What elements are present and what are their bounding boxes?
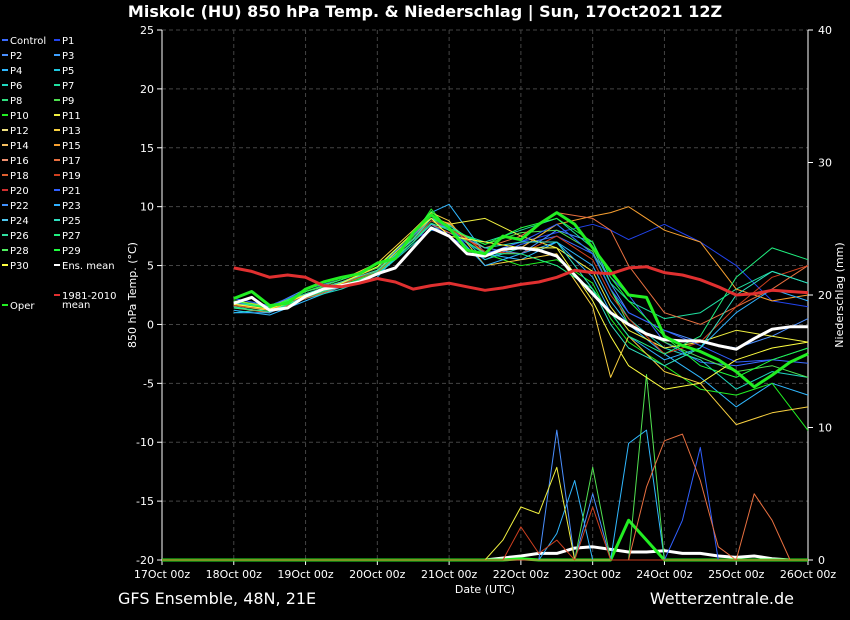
precip-line [162, 545, 808, 562]
series-line [233, 226, 808, 351]
legend-label: Control [10, 36, 46, 47]
precip-line [162, 446, 808, 561]
y-tick-label: -15 [136, 495, 154, 508]
y-tick-label: 0 [147, 318, 154, 331]
chart-title: Miskolc (HU) 850 hPa Temp. & Niederschla… [127, 2, 723, 21]
legend-label: P1 [62, 36, 74, 47]
precip-line [162, 429, 808, 561]
y2-tick-label: 10 [818, 422, 832, 435]
x-tick-label: 24Oct 00z [636, 568, 693, 581]
y2-axis-label: Niederschlag (mm) [833, 242, 846, 347]
y-tick-label: 5 [147, 260, 154, 273]
x-tick-label: 21Oct 00z [421, 568, 478, 581]
legend-label: P27 [62, 231, 81, 242]
legend-label: P15 [62, 141, 81, 152]
legend-label: P29 [62, 246, 81, 257]
legend-label: P22 [10, 201, 29, 212]
legend-label: P19 [62, 171, 81, 182]
precip-series [162, 374, 808, 562]
y2-tick-label: 30 [818, 157, 832, 170]
legend-label: P5 [62, 66, 74, 77]
grid-lines [161, 29, 809, 561]
x-tick-label: 18Oct 00z [206, 568, 263, 581]
legend-label: P2 [10, 51, 22, 62]
legend-label: P25 [62, 216, 81, 227]
series-line [233, 217, 809, 367]
legend: Control P1 P2 P3 P4 P5 P6 P7 P8 P9 P10 P11 P12 P13 P14… [2, 36, 117, 312]
legend-label: P14 [10, 141, 29, 152]
series-line [233, 210, 809, 378]
x-axis-label: Date (UTC) [455, 583, 515, 596]
legend-label: P6 [10, 81, 22, 92]
precip-line [162, 429, 808, 561]
legend-label: 1981-2010 [62, 291, 117, 302]
legend-label: P20 [10, 186, 29, 197]
legend-label: P11 [62, 111, 81, 122]
legend-label: P7 [62, 81, 74, 92]
legend-label: P30 [10, 261, 29, 272]
legend-label: P4 [10, 66, 22, 77]
legend-label: P24 [10, 216, 29, 227]
x-tick-label: 22Oct 00z [493, 568, 550, 581]
legend-label: P17 [62, 156, 81, 167]
y2-tick-label: 40 [818, 24, 832, 37]
temp-series [233, 203, 809, 431]
legend-label: P28 [10, 246, 29, 257]
legend-label: P8 [10, 96, 22, 107]
legend-label: P23 [62, 201, 81, 212]
y-tick-label: -5 [143, 377, 154, 390]
source-label: Wetterzentrale.de [649, 589, 794, 608]
series-line [233, 211, 809, 389]
precip-line [162, 506, 808, 561]
x-tick-label: 26Oct 00z [780, 568, 837, 581]
legend-label: P10 [10, 111, 29, 122]
y-tick-label: 20 [140, 83, 154, 96]
x-tick-label: 23Oct 00z [565, 568, 622, 581]
axes [157, 29, 813, 565]
precip-line [162, 433, 808, 561]
legend-label: P13 [62, 126, 81, 137]
y-axis-label: 850 hPa Temp. (°C) [126, 242, 139, 348]
axis-labels: -20 -15 -10 -5 0 5 10 15 20 25 17Oct 00z 18Oct 00z 1… [126, 24, 846, 596]
legend-label: P26 [10, 231, 29, 242]
x-tick-label: 19Oct 00z [277, 568, 334, 581]
y2-tick-label: 20 [818, 289, 832, 302]
x-tick-label: 25Oct 00z [708, 568, 765, 581]
precip-line [162, 374, 808, 561]
model-label: GFS Ensemble, 48N, 21E [118, 589, 317, 608]
legend-label: Oper [10, 301, 35, 312]
legend-label: mean [62, 300, 90, 311]
x-tick-label: 20Oct 00z [349, 568, 406, 581]
legend-label: Ens. mean [62, 261, 115, 272]
legend-label: P18 [10, 171, 29, 182]
series-line [233, 265, 809, 297]
legend-label: P21 [62, 186, 81, 197]
y-tick-label: 15 [140, 142, 154, 155]
y2-tick-label: 0 [818, 554, 825, 567]
y-tick-label: 10 [140, 201, 154, 214]
x-tick-label: 17Oct 00z [134, 568, 191, 581]
legend-label: P12 [10, 126, 29, 137]
legend-label: P9 [62, 96, 74, 107]
y-tick-label: 25 [140, 24, 154, 37]
y-tick-label: -20 [136, 554, 154, 567]
legend-label: P16 [10, 156, 29, 167]
y-tick-label: -10 [136, 436, 154, 449]
legend-label: P3 [62, 51, 74, 62]
